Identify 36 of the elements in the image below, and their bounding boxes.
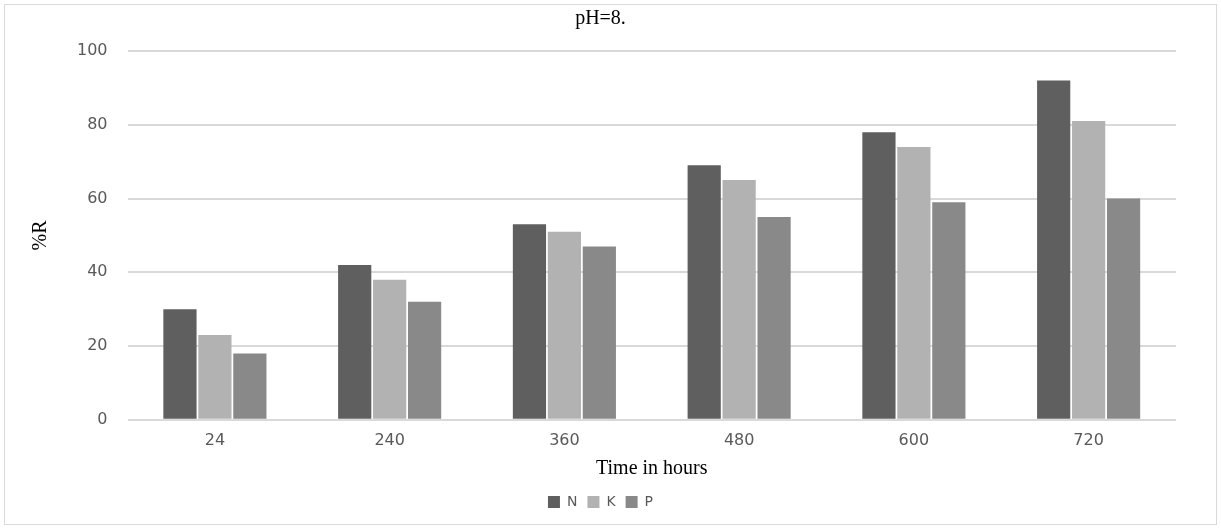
legend-label: P (644, 492, 654, 509)
y-tick-label: 40 (87, 261, 108, 281)
bar (1072, 121, 1106, 419)
bar (408, 301, 442, 419)
x-tick-label: 720 (1073, 429, 1104, 449)
bar (373, 279, 407, 419)
legend-label: K (606, 492, 617, 509)
x-tick-label: 600 (898, 429, 930, 449)
y-tick-label: 20 (87, 335, 108, 355)
bar (897, 146, 931, 419)
bar (722, 180, 756, 419)
y-tick-label: 0 (97, 408, 108, 428)
bar (233, 353, 267, 419)
bar (512, 224, 547, 419)
y-tick-label: 80 (87, 113, 108, 133)
x-tick-label: 24 (204, 429, 226, 449)
bar (198, 334, 232, 419)
chart-title: pH=8. (575, 6, 626, 30)
bar (862, 132, 896, 419)
y-tick-label: 100 (76, 40, 108, 60)
bar (338, 264, 372, 419)
y-axis-title: %R (28, 219, 51, 251)
bar (757, 216, 791, 419)
x-tick-label: 480 (723, 429, 755, 449)
x-axis-title: Time in hours (596, 456, 708, 479)
bar (932, 202, 966, 419)
bar (687, 165, 721, 419)
bar (1106, 198, 1141, 419)
bar (1037, 80, 1071, 419)
legend-label: N (566, 492, 578, 509)
bar (582, 246, 616, 419)
bar (163, 309, 197, 419)
x-tick-label: 240 (374, 429, 405, 449)
x-tick-label: 360 (549, 429, 580, 449)
bar (547, 231, 581, 419)
y-tick-label: 60 (87, 187, 108, 207)
